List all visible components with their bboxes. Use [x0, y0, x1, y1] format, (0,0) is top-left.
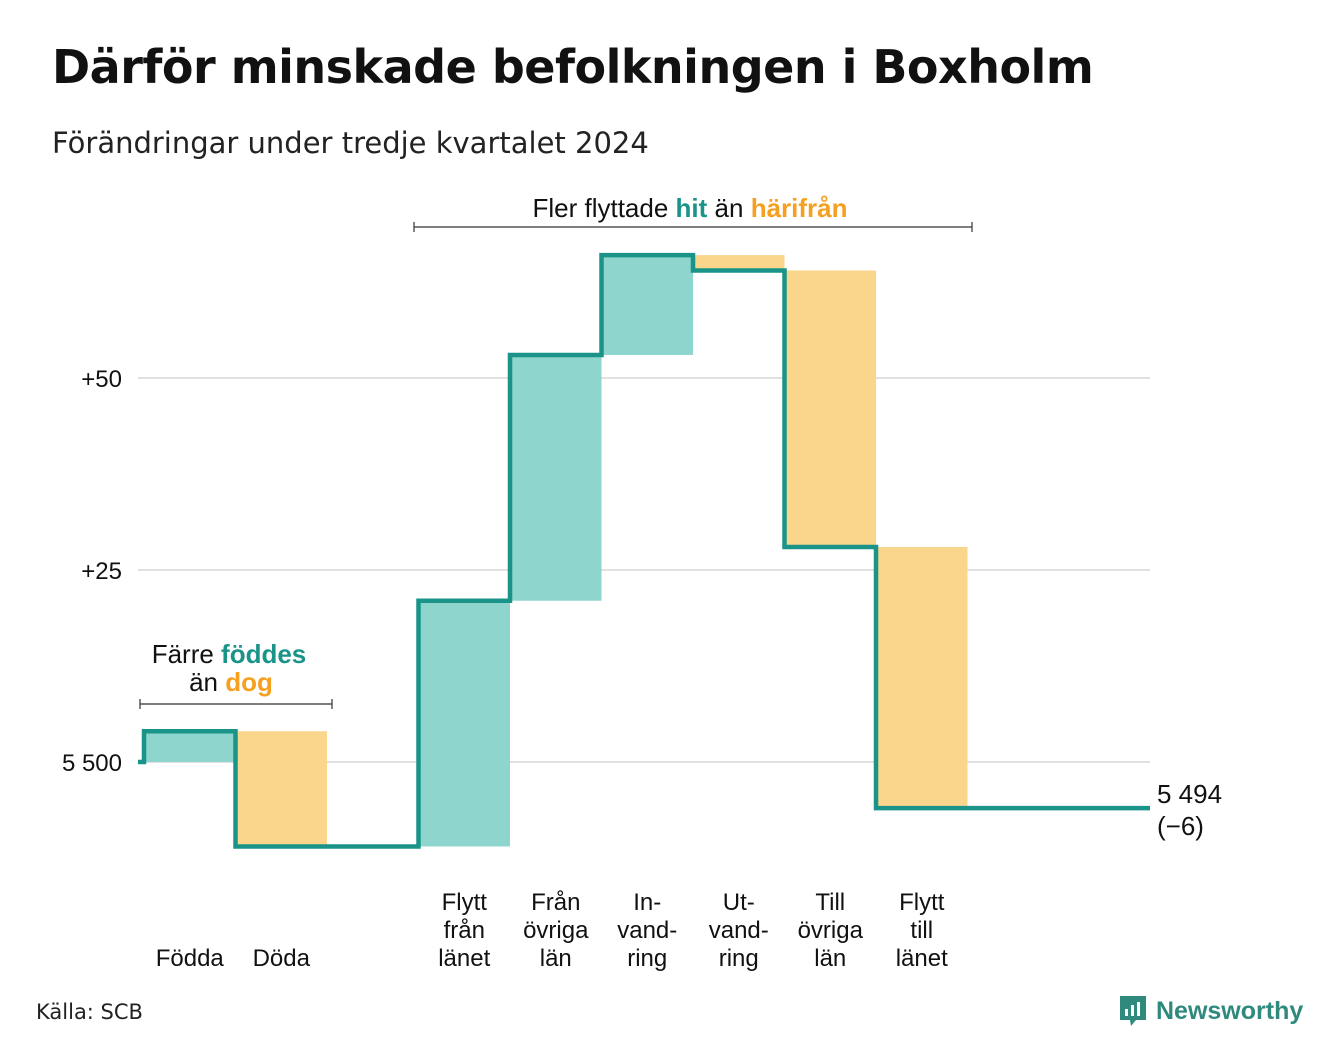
y-tick-label: 5 500: [62, 750, 122, 777]
category-label: Till övriga län: [798, 889, 864, 972]
brand-logo: Newsworthy: [1118, 994, 1303, 1028]
migration-annotation-prefix: Fler flyttade: [532, 193, 675, 223]
natural-change-annotation: Färre föddes än dog: [139, 639, 333, 709]
population-step-line: [138, 252, 1150, 849]
migration-annotation-highlight-in: hit: [676, 193, 708, 223]
category-label: Döda: [253, 945, 311, 972]
category-label: Flytt från länet: [438, 889, 490, 972]
svg-text:Färre föddes: Färre föddes: [152, 639, 307, 669]
category-label: Flytt till länet: [896, 889, 948, 972]
migration-annotation-highlight-out: härifrån: [751, 193, 848, 223]
y-tick-label: +50: [81, 366, 122, 393]
y-tick-label: +25: [81, 558, 122, 585]
chart-title: Därför minskade befolkningen i Boxholm: [52, 40, 1094, 94]
source-note: Källa: SCB: [36, 1000, 143, 1024]
chart-subtitle: Förändringar under tredje kvartalet 2024: [52, 126, 649, 160]
bar-layer: [144, 255, 968, 847]
end-change-label: (−6): [1157, 811, 1204, 841]
waterfall-bar: [510, 354, 602, 601]
svg-text:än dog: än dog: [189, 667, 273, 697]
svg-text:Fler flyttade hit än härifrån: Fler flyttade hit än härifrån: [532, 193, 847, 223]
category-label: In-vand-ring: [617, 889, 677, 972]
natural-annotation-highlight-died: dog: [225, 667, 273, 697]
line-layer: [138, 252, 1150, 849]
waterfall-bar: [235, 731, 327, 847]
category-label: Ut-vand-ring: [709, 889, 769, 972]
waterfall-bar: [784, 270, 876, 547]
migration-annotation: Fler flyttade hit än härifrån: [413, 193, 973, 232]
category-label: Födda: [156, 945, 225, 972]
newsworthy-logo-icon: [1120, 996, 1146, 1026]
migration-annotation-middle: än: [707, 193, 750, 223]
natural-annotation-highlight-born: föddes: [221, 639, 306, 669]
waterfall-bar: [693, 255, 785, 271]
waterfall-bar: [418, 600, 510, 847]
waterfall-bar: [601, 255, 693, 355]
y-axis: 5 500 +25 +50: [62, 366, 122, 777]
waterfall-bar: [144, 731, 236, 762]
category-label: Från övriga län: [523, 889, 589, 972]
natural-annotation-prefix: Färre: [152, 639, 221, 669]
waterfall-bar: [876, 546, 968, 809]
brand-name: Newsworthy: [1156, 996, 1304, 1025]
end-value-label: 5 494: [1157, 779, 1222, 809]
natural-annotation-prefix-2: än: [189, 667, 225, 697]
category-labels: Födda Döda Flytt från länet Från övriga län In-v…: [156, 889, 948, 972]
